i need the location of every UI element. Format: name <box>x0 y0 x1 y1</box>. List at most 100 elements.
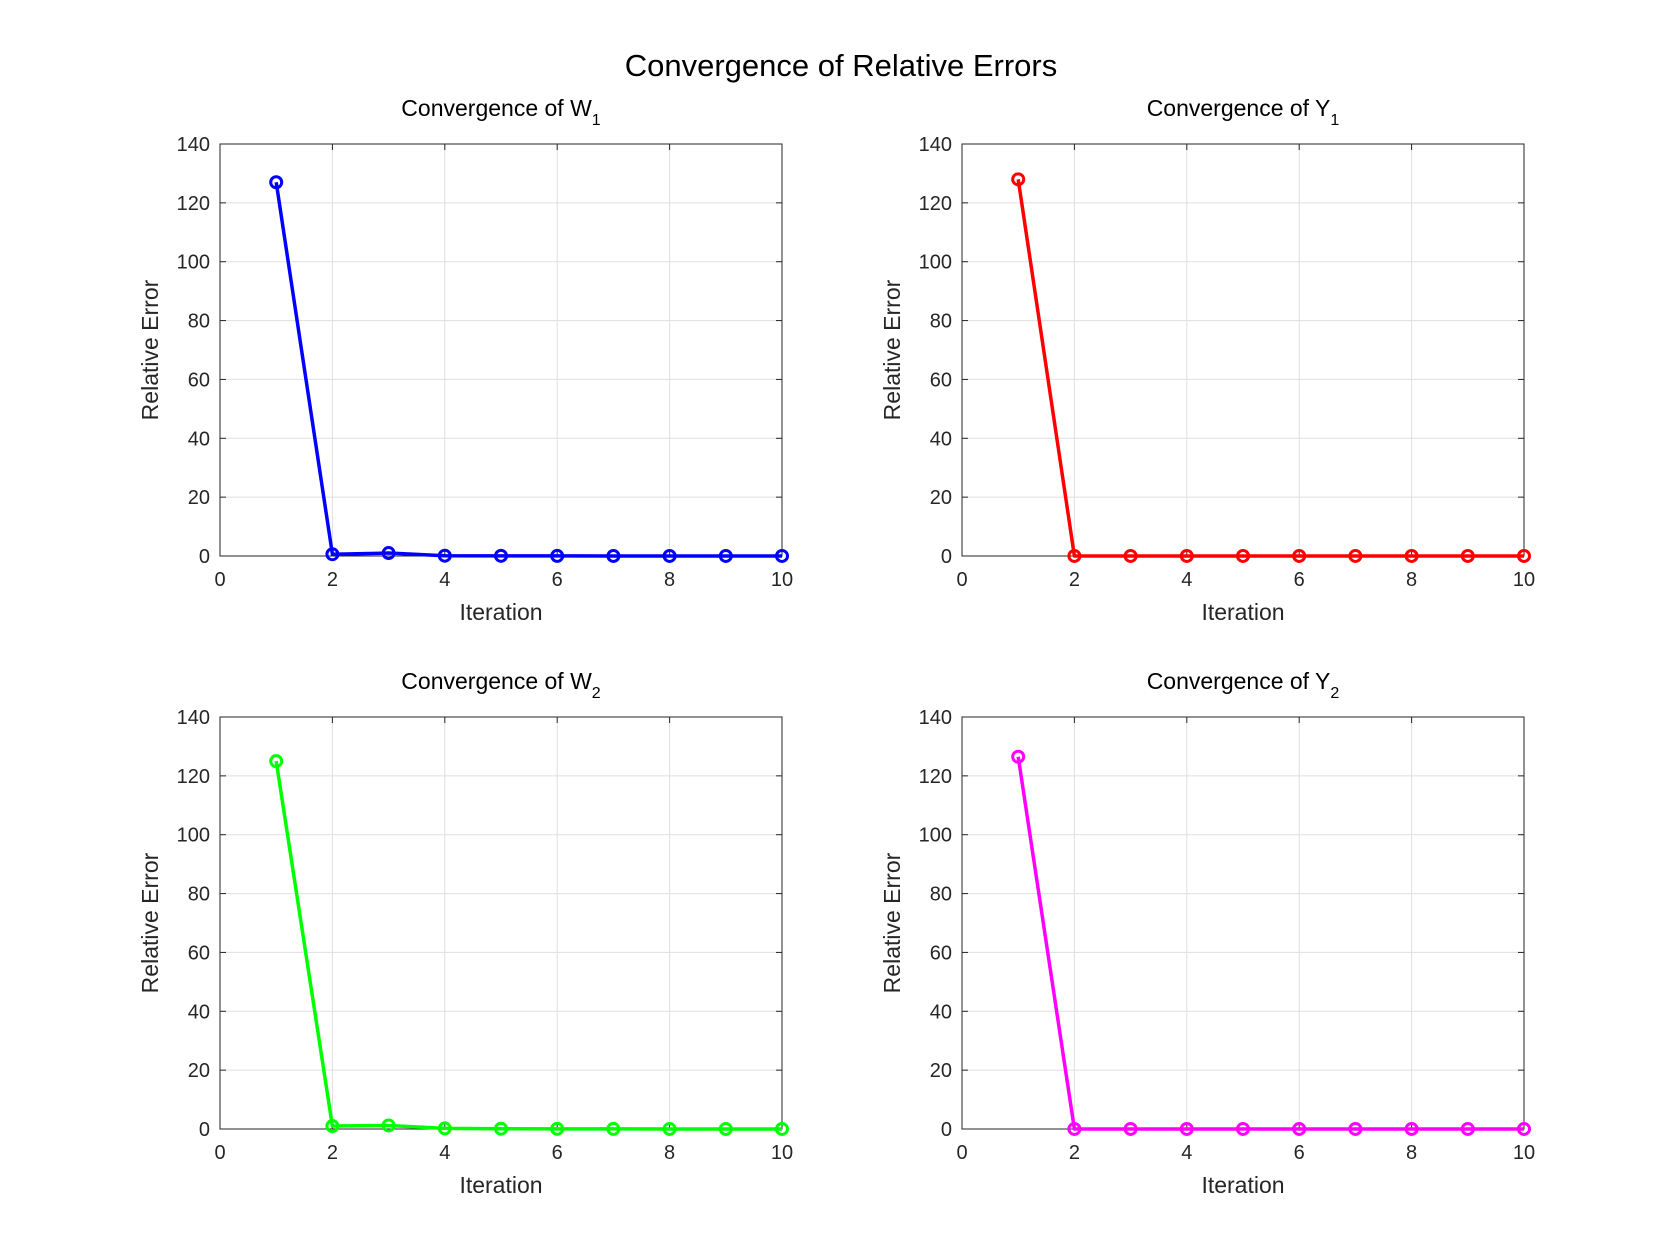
x-tick-label: 6 <box>552 1142 563 1164</box>
y-tick-label: 60 <box>188 369 210 391</box>
x-tick-label: 0 <box>214 569 225 591</box>
data-point <box>325 1119 340 1134</box>
series-line <box>274 760 783 1131</box>
data-point <box>606 548 621 563</box>
data-point <box>1179 1121 1194 1136</box>
subplot-title-subscript: 2 <box>1330 685 1339 702</box>
data-point <box>1460 548 1475 563</box>
data-point <box>718 1121 733 1136</box>
data-point <box>1460 1121 1475 1136</box>
figure-title: Convergence of Relative Errors <box>625 48 1057 83</box>
data-point <box>775 1121 789 1136</box>
y-tick-label: 40 <box>930 428 952 450</box>
data-point <box>550 1121 565 1136</box>
y-tick-label: 100 <box>919 825 952 847</box>
x-tick-label: 4 <box>1181 569 1192 591</box>
y-tick-label: 20 <box>188 487 210 509</box>
y-tick-label: 40 <box>188 1001 210 1023</box>
y-tick-label: 120 <box>177 193 210 215</box>
x-axis-label: Iteration <box>459 1172 542 1198</box>
y-axis-label: Relative Error <box>879 279 905 420</box>
y-tick-label: 40 <box>930 1001 952 1023</box>
data-point <box>606 1121 621 1136</box>
x-tick-label: 0 <box>956 1142 967 1164</box>
axes-frame <box>961 143 1525 557</box>
subplot-title-subscript: 2 <box>592 685 601 702</box>
series-line <box>1016 179 1524 558</box>
subplot-title-subscript: 1 <box>1330 112 1339 129</box>
data-point <box>1292 548 1307 563</box>
y-tick-label: 120 <box>919 766 952 788</box>
x-tick-label: 6 <box>1294 1142 1305 1164</box>
data-point <box>1292 1121 1307 1136</box>
data-point <box>1348 1121 1363 1136</box>
data-point <box>1348 548 1363 563</box>
data-point <box>1517 548 1531 563</box>
x-tick-label: 4 <box>439 1142 450 1164</box>
y-tick-label: 0 <box>199 1119 210 1141</box>
series-line <box>274 181 782 558</box>
data-point <box>325 547 340 562</box>
data-point <box>437 1121 452 1136</box>
data-point <box>1011 172 1026 187</box>
x-tick-label: 8 <box>664 1142 675 1164</box>
data-point <box>662 548 677 563</box>
y-tick-label: 80 <box>930 884 952 906</box>
data-point <box>1123 1121 1138 1136</box>
y-tick-label: 40 <box>188 428 210 450</box>
data-point <box>550 548 565 563</box>
data-point <box>1067 548 1082 563</box>
y-tick-label: 0 <box>941 546 952 568</box>
y-tick-label: 140 <box>919 707 952 729</box>
data-point <box>494 548 508 563</box>
subplot-title: Convergence of Y1 <box>1147 95 1340 129</box>
data-point <box>437 548 452 563</box>
y-axis-label: Relative Error <box>137 852 163 993</box>
x-tick-label: 2 <box>1069 569 1080 591</box>
y-tick-label: 120 <box>919 193 952 215</box>
x-axis-label: Iteration <box>1201 599 1284 625</box>
data-point <box>1236 548 1250 563</box>
y-axis-label: Relative Error <box>879 852 905 993</box>
y-tick-label: 0 <box>199 546 210 568</box>
x-tick-label: 2 <box>327 569 338 591</box>
y-tick-label: 100 <box>919 252 952 274</box>
x-tick-label: 10 <box>771 1142 793 1164</box>
y-tick-label: 100 <box>177 252 210 274</box>
x-tick-label: 0 <box>214 1142 225 1164</box>
axes-frame <box>219 716 783 1130</box>
y-tick-label: 20 <box>930 1060 952 1082</box>
y-tick-label: 60 <box>930 942 952 964</box>
y-tick-label: 60 <box>188 942 210 964</box>
x-tick-label: 2 <box>1069 1142 1080 1164</box>
y-tick-label: 20 <box>188 1060 210 1082</box>
y-tick-label: 0 <box>941 1119 952 1141</box>
x-tick-label: 6 <box>552 569 563 591</box>
data-point <box>1517 1121 1531 1136</box>
axes-frame <box>961 716 1525 1130</box>
series-line <box>1016 756 1524 1131</box>
subplot-title: Convergence of Y2 <box>1147 668 1340 702</box>
x-axis-label: Iteration <box>1201 1172 1284 1198</box>
x-axis-label: Iteration <box>459 599 542 625</box>
data-point <box>381 1118 396 1133</box>
x-tick-label: 4 <box>1181 1142 1192 1164</box>
data-point <box>269 754 284 769</box>
x-tick-label: 2 <box>327 1142 338 1164</box>
data-point <box>1404 548 1419 563</box>
subplot-title: Convergence of W2 <box>401 668 600 702</box>
x-tick-label: 8 <box>1406 569 1417 591</box>
subplot-title-text: Convergence of Y <box>1147 668 1331 694</box>
y-tick-label: 140 <box>177 134 210 156</box>
subplot-title-text: Convergence of Y <box>1147 95 1331 121</box>
x-tick-label: 0 <box>956 569 967 591</box>
x-tick-label: 10 <box>1513 569 1535 591</box>
data-point <box>494 1121 508 1136</box>
y-tick-label: 60 <box>930 369 952 391</box>
